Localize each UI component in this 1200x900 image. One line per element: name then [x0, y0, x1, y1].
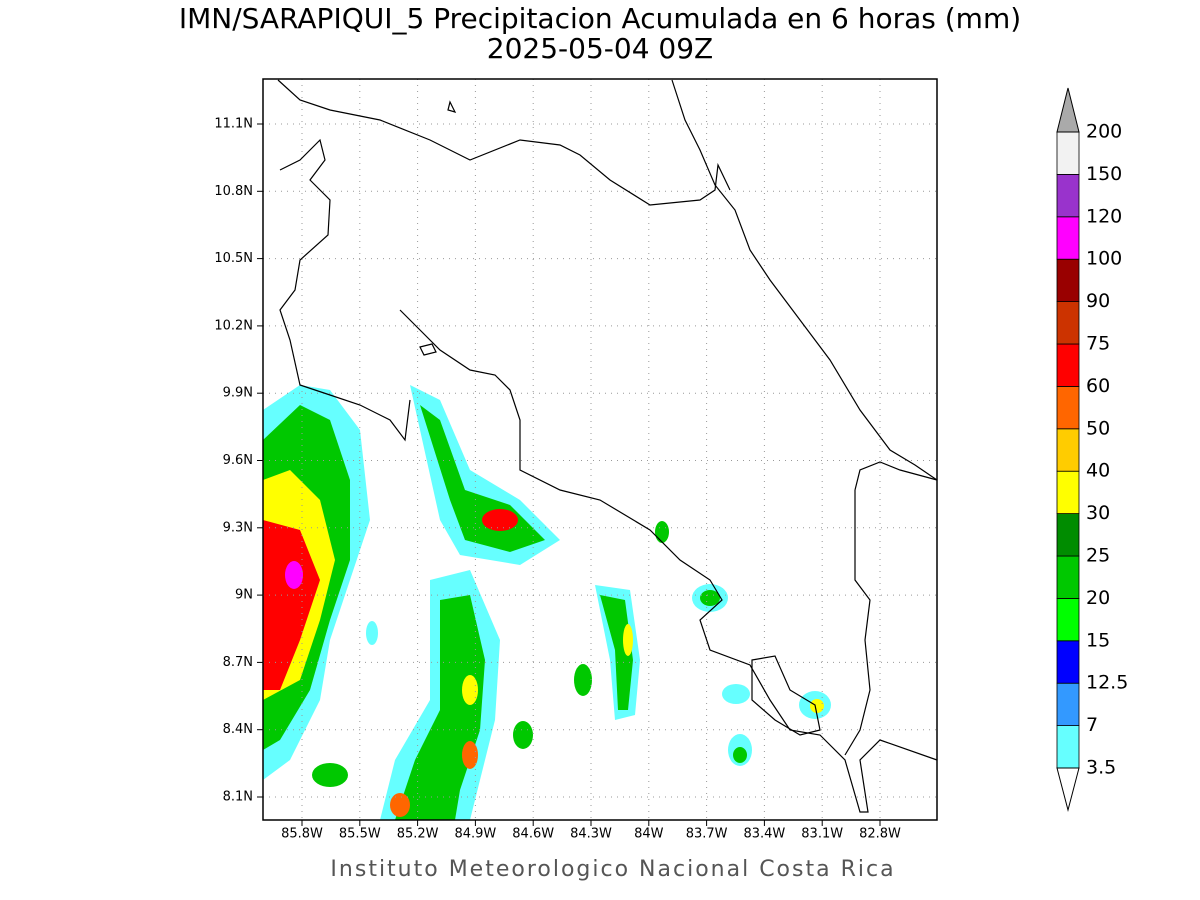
colorbar-label: 12.5 — [1086, 672, 1128, 694]
colorbar-segment — [1056, 640, 1080, 684]
lat-label: 10.2N — [214, 318, 253, 333]
lat-label: 10.5N — [214, 251, 253, 266]
colorbar-label: 40 — [1086, 460, 1110, 482]
lon-label: 85.5W — [339, 827, 381, 842]
colorbar-segment — [1056, 725, 1080, 769]
colorbar-label: 200 — [1086, 121, 1122, 143]
colorbar-label: 20 — [1086, 587, 1110, 609]
colorbar-label: 60 — [1086, 375, 1110, 397]
colorbar-label: 150 — [1086, 163, 1122, 185]
colorbar-segment — [1056, 301, 1080, 345]
precipitation-field — [263, 385, 831, 820]
colorbar-segment — [1056, 682, 1080, 727]
colorbar-label: 30 — [1086, 502, 1110, 524]
lat-label: 9.6N — [223, 453, 253, 468]
colorbar-segment — [1056, 131, 1080, 175]
map-frame — [262, 78, 938, 821]
lat-label: 8.7N — [223, 655, 253, 670]
colorbar-segment — [1056, 216, 1080, 260]
colorbar-segment — [1056, 173, 1080, 218]
colorbar-segment — [1056, 258, 1080, 303]
colorbar-segment — [1056, 470, 1080, 515]
colorbar-label: 100 — [1086, 248, 1122, 270]
lon-label: 84W — [634, 827, 664, 842]
colorbar-under — [1056, 767, 1080, 812]
lon-label: 84.6W — [512, 827, 554, 842]
colorbar-label: 15 — [1086, 629, 1110, 651]
colorbar-over — [1056, 87, 1080, 133]
colorbar-segment — [1056, 513, 1080, 557]
lat-label: 10.8N — [214, 184, 253, 199]
colorbar-segment — [1056, 555, 1080, 599]
lon-label: 83.7W — [686, 827, 728, 842]
colorbar-segment — [1056, 428, 1080, 472]
lon-label: 85.8W — [281, 827, 323, 842]
lon-label: 84.3W — [570, 827, 612, 842]
colorbar-segment — [1056, 385, 1080, 430]
lon-label: 85.2W — [397, 827, 439, 842]
lat-label: 9N — [235, 588, 253, 603]
colorbar-label: 25 — [1086, 545, 1110, 567]
coastline — [277, 79, 938, 813]
lon-label: 82.8W — [859, 827, 901, 842]
lat-label: 9.9N — [223, 386, 253, 401]
subtitle: 2025-05-04 09Z — [487, 32, 713, 65]
colorbar-label: 90 — [1086, 290, 1110, 312]
colorbar-label: 7 — [1086, 714, 1098, 736]
lat-label: 11.1N — [214, 117, 253, 132]
colorbar-segment — [1056, 598, 1080, 642]
title: IMN/SARAPIQUI_5 Precipitacion Acumulada … — [179, 2, 1021, 35]
colorbar: 3.5 7 12.5 15 20 25 30 40 50 60 75 90 100 120 150 200 — [1056, 87, 1128, 812]
colorbar-label: 75 — [1086, 333, 1110, 355]
graticule: 11.1N 10.8N 10.5N 10.2N 9.9N 9.6N 9.3N 9N 8.7N 8.… — [214, 79, 937, 842]
colorbar-segment — [1056, 343, 1080, 387]
lon-label: 83.1W — [801, 827, 843, 842]
lon-label: 83.4W — [743, 827, 785, 842]
colorbar-label: 120 — [1086, 205, 1122, 227]
footer: Instituto Meteorologico Nacional Costa R… — [330, 857, 895, 882]
lat-label: 8.1N — [223, 790, 253, 805]
lat-label: 9.3N — [223, 520, 253, 535]
lon-label: 84.9W — [454, 827, 496, 842]
lat-label: 8.4N — [223, 722, 253, 737]
colorbar-label: 3.5 — [1086, 757, 1116, 779]
colorbar-label: 50 — [1086, 417, 1110, 439]
